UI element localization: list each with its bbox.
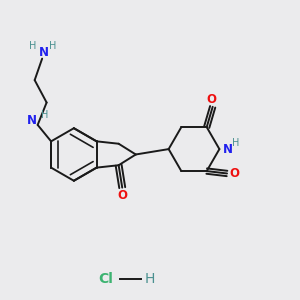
- Text: H: H: [49, 41, 56, 51]
- Text: O: O: [206, 93, 216, 106]
- Text: H: H: [29, 41, 37, 51]
- Text: N: N: [39, 46, 49, 59]
- Text: Cl: Cl: [98, 272, 112, 286]
- Text: O: O: [117, 189, 127, 202]
- Text: N: N: [27, 114, 37, 127]
- Text: O: O: [230, 167, 239, 180]
- Text: H: H: [40, 110, 48, 120]
- Text: N: N: [223, 142, 233, 156]
- Text: H: H: [232, 137, 239, 148]
- Text: H: H: [145, 272, 155, 286]
